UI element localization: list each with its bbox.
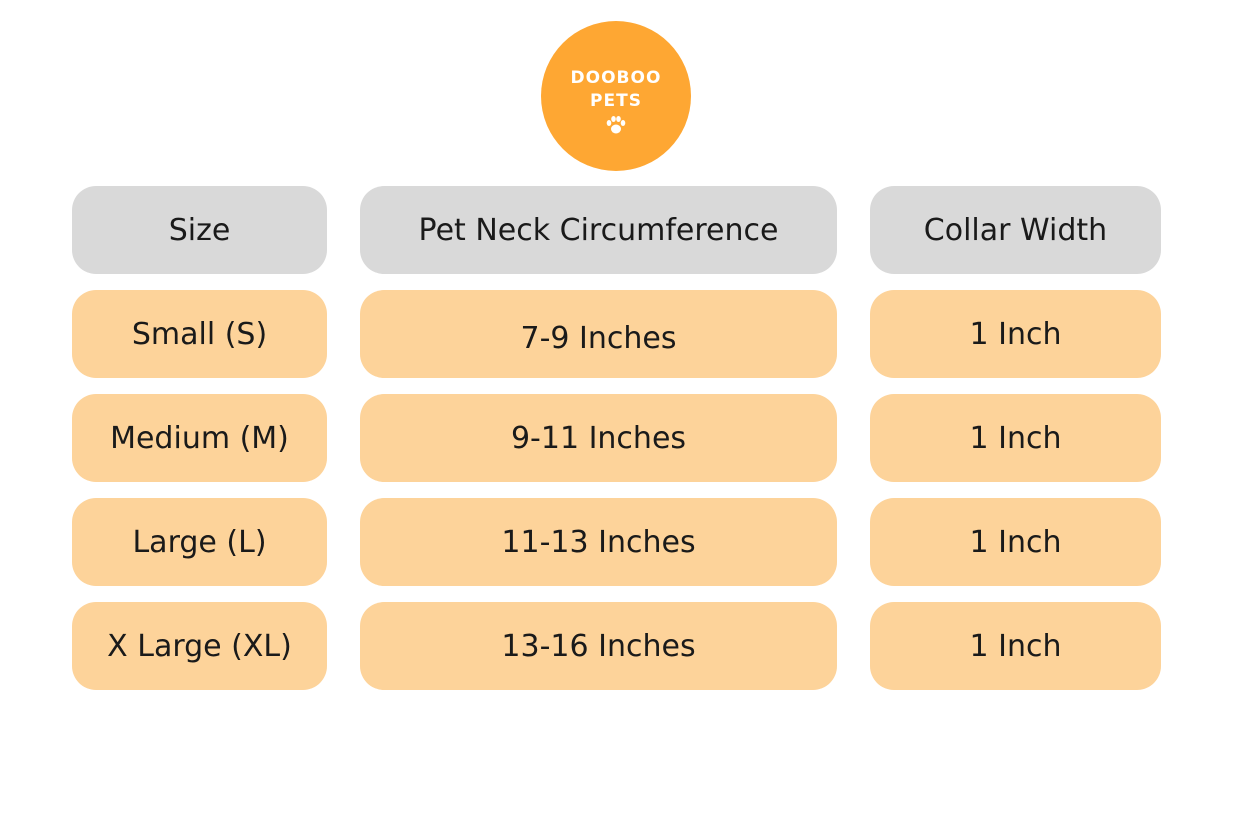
- cell-width: 1 Inch: [870, 602, 1161, 690]
- cell-width: 1 Inch: [870, 394, 1161, 482]
- header-collar-width: Collar Width: [870, 186, 1161, 274]
- header-size: Size: [72, 186, 327, 274]
- cell-neck: 9-11 Inches: [360, 394, 837, 482]
- cell-size: Medium (M): [72, 394, 327, 482]
- cell-neck: 7-9 Inches: [360, 290, 837, 378]
- cell-width: 1 Inch: [870, 498, 1161, 586]
- header-neck-circumference: Pet Neck Circumference: [360, 186, 837, 274]
- paw-icon: [606, 116, 626, 134]
- cell-neck: 13-16 Inches: [360, 602, 837, 690]
- logo-line-2: PETS: [590, 91, 642, 111]
- logo-line-1: DOOBOO: [570, 68, 662, 88]
- cell-size: Large (L): [72, 498, 327, 586]
- cell-neck: 11-13 Inches: [360, 498, 837, 586]
- logo: DOOBOO PETS: [541, 21, 691, 171]
- cell-width: 1 Inch: [870, 290, 1161, 378]
- cell-size: X Large (XL): [72, 602, 327, 690]
- cell-size: Small (S): [72, 290, 327, 378]
